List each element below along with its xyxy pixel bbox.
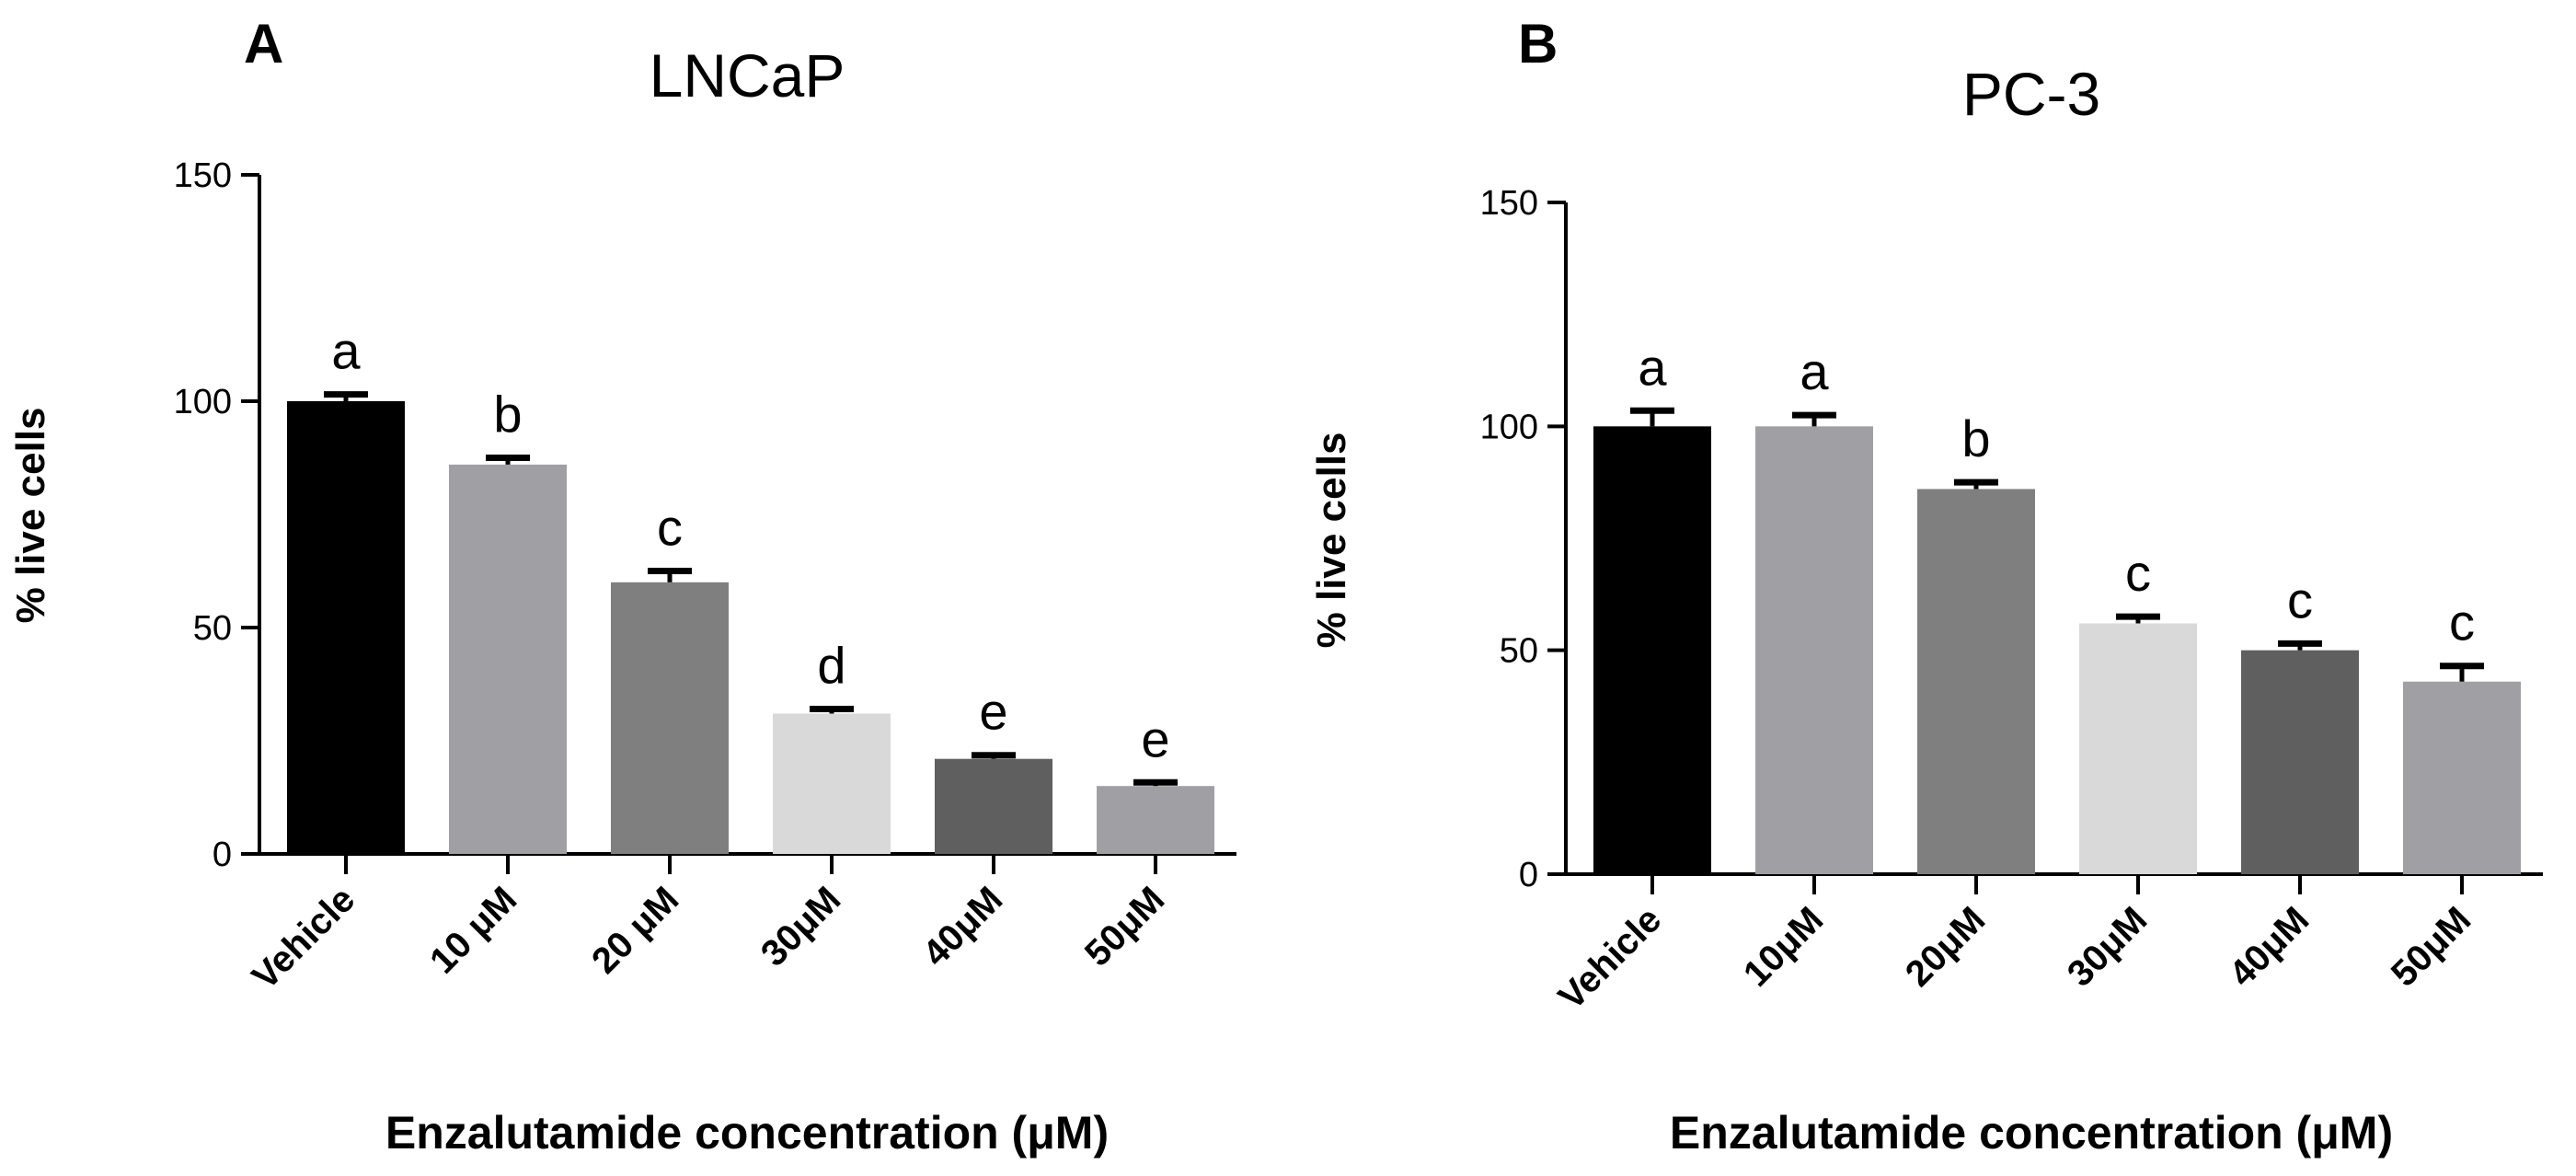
y-tick-label: 100 bbox=[174, 383, 232, 421]
significance-letter-3: d bbox=[817, 637, 845, 695]
significance-letter-0: a bbox=[331, 322, 361, 380]
bar-2 bbox=[1917, 489, 2035, 874]
x-tick-label: 40μM bbox=[915, 879, 1010, 974]
significance-letter-5: e bbox=[1141, 709, 1169, 767]
bar-1 bbox=[1755, 426, 1873, 874]
y-tick-label: 0 bbox=[213, 836, 232, 874]
x-tick-label: 50μM bbox=[1077, 879, 1172, 974]
y-axis-title: % live cells bbox=[1309, 432, 1354, 649]
significance-letter-3: c bbox=[2125, 544, 2151, 602]
bar-3 bbox=[773, 713, 891, 854]
y-tick-label: 150 bbox=[1480, 184, 1538, 223]
bar-1 bbox=[449, 464, 567, 854]
y-tick-label: 50 bbox=[193, 609, 232, 648]
panel-label: A bbox=[244, 13, 283, 75]
significance-letter-2: c bbox=[657, 499, 683, 557]
significance-letter-2: b bbox=[1961, 409, 1990, 467]
bar-3 bbox=[2079, 623, 2197, 874]
x-tick-label: 20 μM bbox=[584, 879, 686, 981]
significance-letter-4: c bbox=[2287, 571, 2313, 628]
y-tick-label: 50 bbox=[1500, 632, 1538, 671]
x-axis-title: Enzalutamide concentration (μM) bbox=[385, 1107, 1109, 1159]
chart-title: LNCaP bbox=[650, 41, 845, 110]
y-tick-label: 0 bbox=[1519, 856, 1538, 894]
bar-0 bbox=[287, 401, 405, 854]
x-tick-label: 20μM bbox=[1898, 899, 1993, 994]
chart-title: PC-3 bbox=[1962, 60, 2100, 128]
bar-0 bbox=[1593, 426, 1711, 874]
x-tick-label: 30μM bbox=[2060, 899, 2155, 994]
x-tick-label: 50μM bbox=[2384, 899, 2478, 994]
significance-letter-1: b bbox=[493, 386, 522, 444]
x-tick-label: 30μM bbox=[753, 879, 848, 974]
significance-letter-0: a bbox=[1638, 338, 1667, 396]
y-axis-title: % live cells bbox=[8, 408, 53, 624]
chart-panel-a: A LNCaP 0 50 100 150 a Vehicle b 10 μM c 20 μM d 30μM… bbox=[8, 13, 1236, 1159]
bar-4 bbox=[935, 758, 1052, 854]
x-tick-label: Vehicle bbox=[1551, 899, 1670, 1018]
x-tick-label: 40μM bbox=[2222, 899, 2317, 994]
y-tick-label: 150 bbox=[174, 156, 232, 195]
x-axis-title: Enzalutamide concentration (μM) bbox=[1670, 1107, 2393, 1159]
panel-label: B bbox=[1518, 13, 1558, 75]
x-tick-label: Vehicle bbox=[245, 879, 363, 997]
significance-letter-1: a bbox=[1800, 342, 1829, 400]
bar-4 bbox=[2241, 650, 2359, 874]
bar-5 bbox=[1097, 786, 1214, 854]
chart-panel-b: B PC-3 0 50 100 150 a Vehicle a 10μM b 20μM c 30μM c 40… bbox=[1309, 13, 2543, 1159]
bar-2 bbox=[611, 582, 729, 854]
significance-letter-5: c bbox=[2449, 594, 2475, 651]
significance-letter-4: e bbox=[979, 683, 1007, 741]
x-tick-label: 10μM bbox=[1736, 899, 1831, 994]
x-tick-label: 10 μM bbox=[422, 879, 524, 981]
bar-5 bbox=[2403, 681, 2521, 874]
y-tick-label: 100 bbox=[1480, 408, 1538, 446]
